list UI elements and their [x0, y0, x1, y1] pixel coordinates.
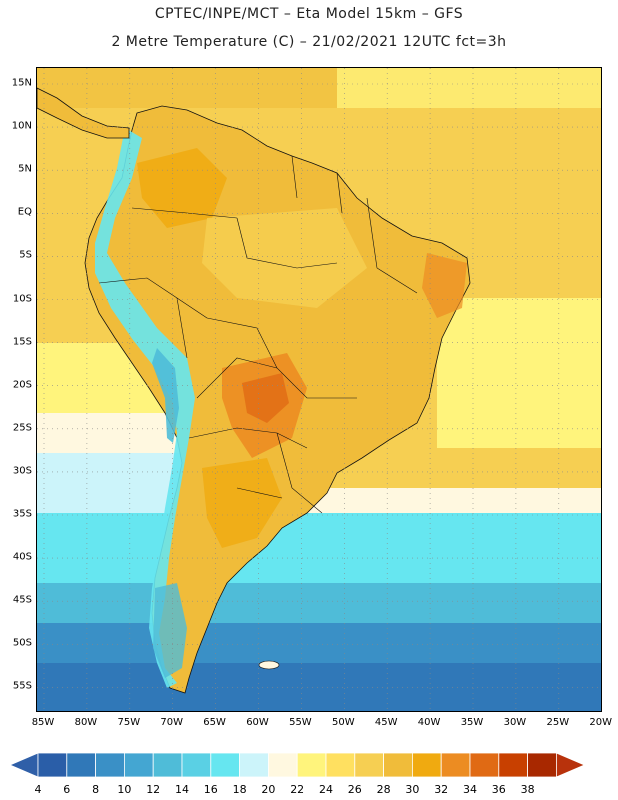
colorbar-swatch [181, 752, 212, 778]
longitude-tick-label: 20W [589, 717, 612, 728]
ocean-band-6 [37, 663, 601, 711]
colorbar-tick-label: 4 [34, 783, 42, 796]
colorbar-tick-label: 18 [232, 783, 247, 796]
map-title-line-2: 2 Metre Temperature (C) – 21/02/2021 12U… [111, 34, 507, 50]
longitude-tick-label: 55W [289, 717, 312, 728]
temperature-map [36, 67, 602, 712]
latitude-tick-label: 35S [12, 508, 32, 520]
colorbar-swatch [239, 752, 269, 778]
colorbar-swatch [383, 752, 413, 778]
colorbar-swatch [296, 752, 327, 778]
latitude-tick-label: 55S [12, 680, 32, 692]
central-america-land [37, 87, 130, 139]
ocean-band-16 [37, 513, 601, 583]
map-canvas [37, 68, 601, 711]
ocean-band-12 [37, 583, 601, 623]
colorbar-high-arrow [556, 752, 586, 778]
colorbar-tick-label: 16 [203, 783, 218, 796]
latitude-tick-label: 5N [18, 163, 32, 175]
latitude-tick-label: 15N [11, 77, 32, 89]
longitude-tick-label: 85W [31, 717, 55, 728]
ocean-band-22 [37, 413, 187, 453]
ocean-band-8 [37, 623, 601, 663]
colorbar-tick-label: 22 [290, 783, 305, 796]
latitude-tick-label: 50S [12, 637, 32, 649]
colorbar-swatch [440, 752, 471, 778]
latitude-tick-label: 40S [12, 551, 32, 563]
colorbar [10, 752, 586, 778]
colorbar-tick-label: 8 [92, 783, 100, 796]
colorbar-tick-label: 14 [175, 783, 189, 796]
latitude-tick-label: 25S [12, 422, 32, 434]
colorbar-swatch [267, 752, 298, 778]
ocean-band-18 [37, 453, 182, 513]
colorbar-tick-label: 36 [491, 783, 506, 796]
longitude-tick-label: 70W [160, 717, 183, 728]
colorbar-low-arrow [10, 752, 39, 778]
colorbar-swatch [152, 752, 183, 778]
ocean-band-caribbean [337, 68, 601, 108]
falkland-islands [258, 660, 280, 670]
country-borders [98, 155, 418, 514]
longitude-tick-label: 25W [546, 717, 570, 728]
longitude-tick-label: 65W [203, 717, 226, 728]
colorbar-tick-label: 10 [117, 783, 132, 796]
colorbar-swatch [325, 752, 356, 778]
latitude-tick-label: 30S [12, 465, 32, 477]
longitude-tick-label: 40W [417, 717, 441, 728]
longitude-tick-label: 45W [374, 717, 398, 728]
colorbar-tick-label: 28 [376, 783, 391, 796]
longitude-tick-label: 35W [460, 717, 484, 728]
colorbar-tick-label: 32 [434, 783, 449, 796]
map-title-line-1: CPTEC/INPE/MCT – Eta Model 15km – GFS [154, 6, 464, 22]
land-cool-amazon [202, 208, 367, 308]
colorbar-swatch [37, 752, 68, 778]
colorbar-swatch [411, 752, 442, 778]
colorbar-tick-label: 34 [463, 783, 477, 796]
latitude-tick-label: EQ [17, 206, 32, 218]
longitude-tick-label: 50W [331, 717, 355, 728]
longitude-tick-label: 75W [117, 717, 141, 728]
colorbar-tick-label: 12 [146, 783, 161, 796]
colorbar-swatch [354, 752, 384, 778]
colorbar-swatch [124, 752, 154, 778]
colorbar-swatch [498, 752, 528, 778]
colorbar-swatch [66, 752, 96, 778]
latitude-tick-label: 20S [12, 379, 32, 391]
colorbar-tick-label: 38 [520, 783, 535, 796]
patagonia-cold [153, 583, 187, 678]
latitude-tick-label: 45S [12, 594, 32, 606]
ocean-band-atlantic-warm [437, 298, 601, 448]
andes-cold-core [152, 348, 179, 443]
colorbar-swatch [95, 752, 125, 778]
colorbar-tick-label: 24 [319, 783, 333, 796]
latitude-tick-label: 5S [19, 249, 32, 261]
colorbar-tick-label: 30 [405, 783, 420, 796]
longitude-tick-label: 60W [246, 717, 269, 728]
land-warm-argentina [202, 458, 282, 548]
colorbar-swatch [210, 752, 241, 778]
land-warm-north [137, 148, 227, 228]
colorbar-tick-label: 26 [347, 783, 362, 796]
latitude-tick-label: 15S [12, 336, 32, 348]
land-warm-northeast [422, 253, 467, 318]
latitude-tick-label: 10N [11, 120, 32, 132]
colorbar-tick-label: 6 [63, 783, 71, 796]
colorbar-swatch [527, 752, 557, 778]
longitude-tick-label: 80W [74, 717, 98, 728]
andes-cold-strip [95, 128, 195, 688]
colorbar-swatch [469, 752, 500, 778]
colorbar-tick-label: 20 [261, 783, 276, 796]
latitude-tick-label: 10S [12, 293, 32, 304]
longitude-tick-label: 30W [503, 717, 527, 728]
